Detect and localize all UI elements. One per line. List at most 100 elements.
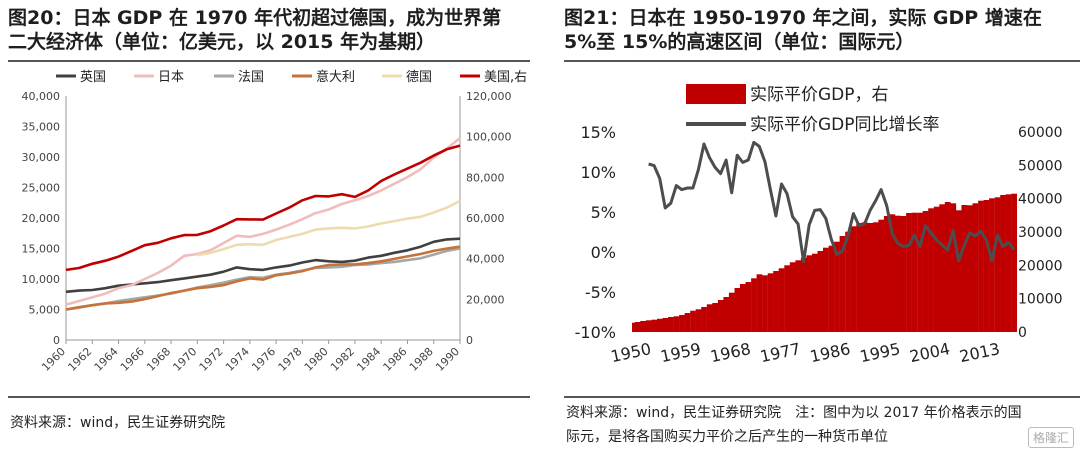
legend-label-line: 实际平价GDP同比增长率 [750,115,940,135]
right-title-rule [564,60,1080,62]
area-bar [950,203,957,332]
left-y-tick-label: 5,000 [29,304,61,317]
x-tick-label: 1980 [302,345,331,374]
area-bar [867,223,874,332]
area-bar [895,215,901,332]
area-bar [889,214,896,332]
area-bar [657,318,663,332]
x-tick-label: 1977 [758,339,802,366]
area-bar [784,265,791,332]
left-y-tick-label: 10% [580,163,616,182]
area-bar [762,275,768,332]
area-bar [955,210,962,332]
area-bar [634,322,641,332]
series-line-1 [65,237,461,294]
area-bar [695,309,702,332]
legend-label-6: 美国,右 [484,70,527,85]
right-y-tick-label: 10000 [1018,292,1063,308]
legend-label-2: 日本 [158,70,184,85]
left-y-tick-label: 10,000 [22,273,61,286]
left-source: 资料来源：wind，民生证券研究院 [10,415,226,431]
right-title: 图21：日本在 1950-1970 年之间，实际 GDP 增速在 5%至 15%… [564,7,1042,53]
area-bar [1005,194,1012,332]
area-bar [789,262,796,332]
area-bar [723,297,730,332]
x-tick-label: 1995 [858,339,902,366]
right-y-tick-label: 20000 [1018,258,1063,274]
x-tick-label: 1962 [65,345,94,374]
right-y-tick-label: 80,000 [466,171,505,184]
x-tick-label: 1966 [118,345,147,374]
left-y-tick-label: 35,000 [22,121,61,134]
left-y-tick-label: 15% [580,123,616,142]
left-y-tick-label: 20,000 [22,212,61,225]
area-bar [812,253,818,332]
right-y-tick-label: 40,000 [466,253,505,266]
left-y-tick-label: 0% [591,243,616,262]
left-panel: 图20：日本 GDP 在 1970 年代初超过德国，成为世界第二大经济体（单位：… [0,0,530,454]
x-tick-label: 1984 [354,345,383,374]
area-bar [883,216,890,332]
x-tick-label: 1959 [659,339,703,366]
legend-swatch-area [686,84,746,104]
growth-rate-line [648,140,1016,264]
area-bar [706,304,713,332]
series-line-5 [197,199,461,257]
area-bar [900,216,907,332]
left-y-tick-label: 5% [591,203,616,222]
x-tick-label: 1990 [433,345,462,374]
area-bar [640,321,647,332]
right-y-tick-label: 30000 [1018,225,1063,241]
legend-label-area: 实际平价GDP，右 [750,85,889,105]
area-bar [679,315,685,332]
area-bar [728,292,735,332]
area-bar [828,245,835,332]
x-tick-label: 1978 [276,345,305,374]
series-line-2 [65,137,461,306]
right-y-tick-label: 20,000 [466,293,505,306]
area-bar [978,200,984,332]
area-bar [651,319,658,332]
x-tick-label: 1970 [170,345,199,374]
area-bar [856,223,863,332]
area-bar [922,211,929,332]
area-bar [861,222,868,332]
right-y-tick-label: 0 [466,334,473,347]
x-tick-label: 1986 [808,339,852,366]
left-y-tick-label: 15,000 [22,243,61,256]
x-tick-label: 2004 [908,339,952,366]
area-bar [712,303,719,332]
x-tick-label: 1960 [39,345,68,374]
right-y-tick-label: 60,000 [466,212,505,225]
series-line-3 [65,247,461,311]
area-bar [773,271,779,332]
left-title-rule [8,60,530,62]
right-y-tick-label: 120,000 [466,90,512,103]
area-bar [911,212,918,332]
area-bar [806,255,813,332]
area-bar [834,241,840,332]
x-tick-label: 1950 [609,339,653,366]
left-y-tick-label: 25,000 [22,182,61,195]
area-bar [983,200,990,332]
area-bar [944,202,951,332]
area-bar [740,284,746,332]
right-y-tick-label: 0 [1018,325,1027,341]
x-tick-label: 2013 [958,339,1002,366]
left-source-rule [8,396,530,398]
area-bar [795,260,802,332]
legend-label-4: 意大利 [316,69,355,85]
area-bar [756,274,763,332]
area-bar [800,257,807,332]
area-bar [717,300,724,332]
area-bar [751,278,757,332]
area-bar [994,197,1001,332]
x-tick-label: 1982 [328,345,357,374]
area-bar [906,213,912,332]
left-chart: 0 5,000 10,000 15,000 20,000 25,000 30,000 35,0… [22,69,528,374]
area-bar [817,251,824,332]
area-bar [850,226,857,332]
legend-label-1: 英国 [80,70,106,85]
area-bar [701,307,707,332]
area-bar [961,205,968,332]
